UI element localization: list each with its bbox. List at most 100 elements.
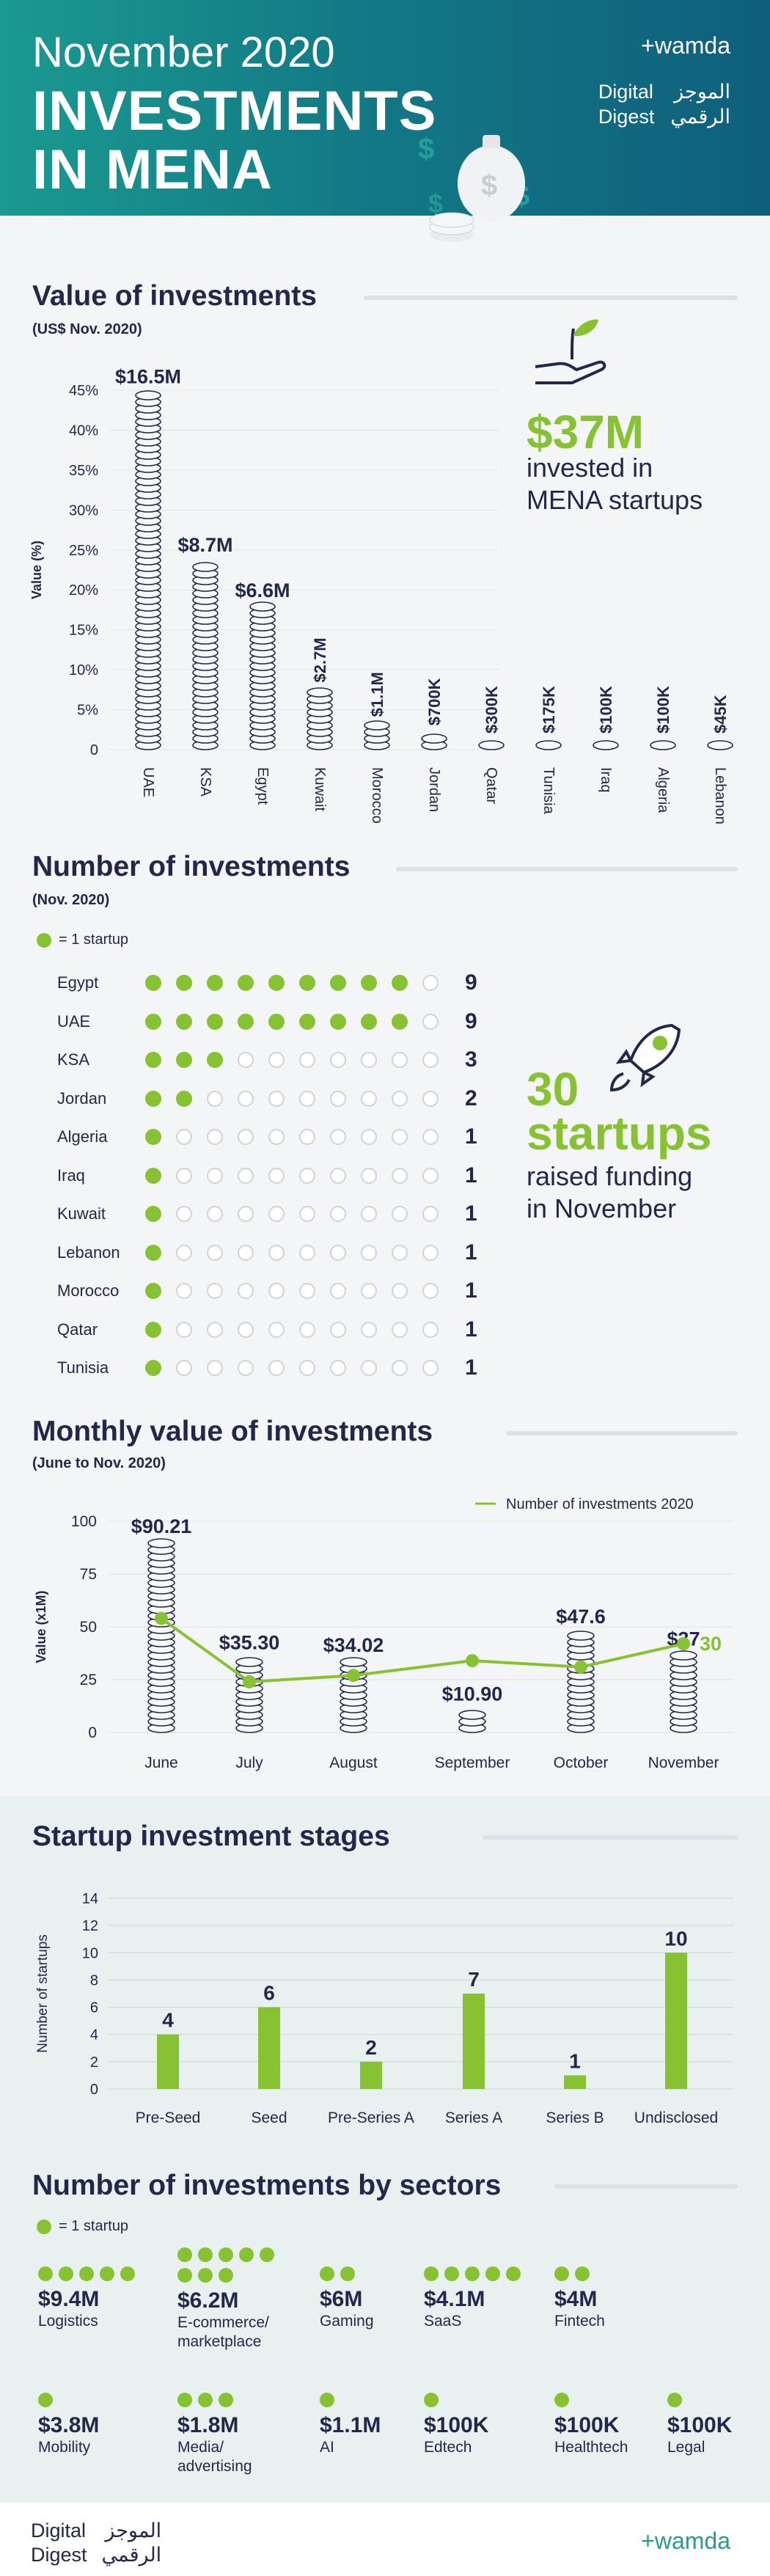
- empty-dot: [330, 1283, 346, 1299]
- x-tick-label: Qatar: [483, 767, 499, 804]
- number-legend: = 1 startup: [37, 932, 128, 948]
- country-label: KSA: [57, 1050, 90, 1069]
- empty-dot: [299, 1167, 315, 1184]
- x-tick-label: Series B: [546, 2110, 604, 2126]
- y-tick-label: 25: [80, 1672, 97, 1688]
- sector-item: $6.2M E-commerce/ marketplace: [177, 2247, 324, 2352]
- empty-dot: [361, 1052, 377, 1068]
- sector-value: $100K: [667, 2413, 733, 2437]
- startup-dot: [198, 2247, 213, 2262]
- empty-dot: [268, 1244, 285, 1261]
- sector-value: $3.8M: [38, 2413, 100, 2437]
- sector-value: $4M: [554, 2287, 598, 2311]
- coin: [458, 1710, 486, 1720]
- sector-value: $9.4M: [38, 2287, 100, 2311]
- legend-dot: [37, 932, 51, 948]
- empty-dot: [176, 1129, 192, 1145]
- monthly-bar: [458, 1710, 486, 1733]
- monthly-bar: [567, 1631, 595, 1733]
- country-dots: [145, 1283, 439, 1299]
- sector-label: Mobility: [38, 2439, 91, 2456]
- startup-dot: [219, 2393, 233, 2407]
- sectors-section-title: Number of investments by sectors: [32, 2170, 502, 2201]
- section-divider: [364, 296, 738, 300]
- sector-item: $4M Fintech: [554, 2266, 701, 2331]
- empty-dot: [422, 1321, 439, 1338]
- empty-dot: [176, 1206, 192, 1222]
- country-count: 1: [465, 1163, 477, 1188]
- startup-dot: [320, 2393, 334, 2407]
- country-count: 1: [465, 1317, 477, 1342]
- legend-dot: [37, 2219, 51, 2234]
- value-label: $100K: [597, 686, 615, 733]
- sector-item: $9.4M Logistics: [38, 2266, 185, 2331]
- country-count: 1: [465, 1124, 477, 1149]
- sector-label: SaaS: [424, 2313, 462, 2330]
- value-bar: [135, 390, 161, 750]
- monthly-chart: Value (x1M) 0 25 50 75 100 Number of investmen…: [34, 1496, 733, 1771]
- empty-dot: [268, 1206, 285, 1222]
- empty-dot: [361, 1206, 377, 1222]
- sector-dots: [177, 2247, 287, 2283]
- sector-value: $6.2M: [177, 2288, 239, 2313]
- stage-bar: [360, 2061, 382, 2089]
- section-divider: [483, 1835, 738, 1840]
- sector-value: $6M: [320, 2287, 363, 2311]
- country-count: 1: [465, 1201, 477, 1226]
- y-tick-label: 14: [82, 1891, 98, 1907]
- monthly-value-label: $47.6: [556, 1606, 606, 1628]
- sector-item: $100K Edtech: [424, 2393, 571, 2457]
- empty-dot: [361, 1321, 377, 1338]
- monthly-value-label: $34.02: [323, 1634, 384, 1656]
- coin: [235, 1657, 263, 1667]
- y-axis-label: Number of startups: [35, 1934, 51, 2053]
- empty-dot: [268, 1167, 285, 1184]
- startup-dot: [268, 1013, 285, 1030]
- empty-dot: [330, 1360, 346, 1376]
- coin: [478, 740, 505, 750]
- empty-dot: [299, 1321, 315, 1338]
- empty-dot: [238, 1167, 254, 1184]
- stages-section-title: Startup investment stages: [32, 1821, 390, 1852]
- number-big-1: 30: [527, 1063, 579, 1116]
- x-tick-label: September: [435, 1754, 510, 1771]
- empty-dot: [207, 1090, 223, 1107]
- startup-dot: [176, 1090, 192, 1107]
- country-dots: [145, 1090, 439, 1107]
- y-tick-label: 10: [82, 1945, 98, 1961]
- startup-dot: [238, 975, 254, 991]
- startup-dot: [145, 1283, 161, 1299]
- empty-dot: [299, 1052, 315, 1068]
- empty-dot: [268, 1090, 285, 1107]
- empty-dot: [392, 1129, 408, 1145]
- startup-dot: [176, 1013, 192, 1030]
- header-title: INVESTMENTS IN MENA: [32, 82, 437, 200]
- y-tick-label: 4: [90, 2027, 98, 2043]
- sector-item: $4.1M SaaS: [424, 2266, 571, 2331]
- empty-dot: [392, 1206, 408, 1222]
- sector-label: Fintech: [554, 2313, 605, 2330]
- x-tick-label: Seed: [251, 2110, 287, 2126]
- empty-dot: [238, 1244, 254, 1261]
- coin: [593, 740, 619, 750]
- country-label: Tunisia: [57, 1358, 109, 1377]
- empty-dot: [299, 1283, 315, 1299]
- number-big-text-2: in November: [527, 1193, 677, 1223]
- footer-digest-logo: Digital Digest الموجز الرقمي: [31, 2519, 161, 2567]
- empty-dot: [330, 1129, 346, 1145]
- value-label: $1.1M: [368, 672, 386, 717]
- value-bar: [192, 562, 219, 750]
- y-tick-label: 0: [90, 742, 98, 758]
- header-banner: November 2020 INVESTMENTS IN MENA $ $ $ …: [0, 0, 770, 242]
- country-label: Egypt: [57, 973, 99, 992]
- startup-dot: [198, 2268, 213, 2283]
- empty-dot: [176, 1244, 192, 1261]
- digest-ar-line-1: الموجز: [674, 81, 730, 103]
- sector-item: $100K Legal: [667, 2393, 770, 2457]
- stage-value-label: 4: [162, 2009, 174, 2032]
- monthly-value-label: $10.90: [442, 1683, 503, 1705]
- empty-dot: [268, 1129, 285, 1145]
- sector-dots: [38, 2393, 148, 2407]
- value-bar: [707, 740, 733, 750]
- empty-dot: [330, 1244, 346, 1261]
